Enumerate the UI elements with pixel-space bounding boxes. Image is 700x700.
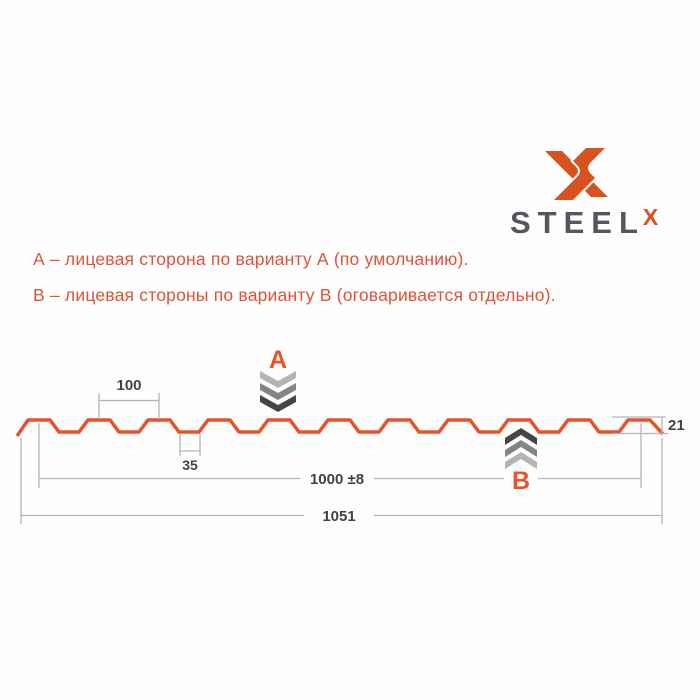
steelx-x-icon <box>545 146 610 202</box>
dim-label-35: 35 <box>182 457 198 473</box>
brand-suffix-x: X <box>642 204 659 230</box>
face-side-b-marker: B <box>505 428 537 495</box>
note-variant-a: А – лицевая сторона по варианту А (по ум… <box>33 249 469 269</box>
dim-label-1051: 1051 <box>322 508 355 525</box>
brand-name: STEEL <box>510 205 645 240</box>
dimension-rib-bottom: 35 <box>179 434 201 473</box>
dimension-useful-width: 1000 ±8 <box>38 423 642 488</box>
dim-label-100: 100 <box>116 377 141 394</box>
note-variant-b: В – лицевая стороны по варианту В (огова… <box>33 285 556 305</box>
dim-label-21: 21 <box>668 417 685 434</box>
dimension-overall-width: 1051 <box>20 438 663 525</box>
chevron-down-icon <box>260 371 296 412</box>
sheet-profile-line <box>15 418 665 437</box>
dimension-rib-pitch: 100 <box>98 377 160 419</box>
dimension-profile-height: 21 <box>612 416 685 435</box>
brand-logo: STEELX <box>500 143 680 243</box>
face-side-a-marker: A <box>260 346 296 412</box>
chevron-up-icon <box>505 428 537 469</box>
marker-a-label: A <box>269 346 287 374</box>
dim-label-1000: 1000 ±8 <box>310 471 364 488</box>
marker-b-label: B <box>512 467 530 495</box>
brand-wordmark: STEELX <box>510 204 660 240</box>
